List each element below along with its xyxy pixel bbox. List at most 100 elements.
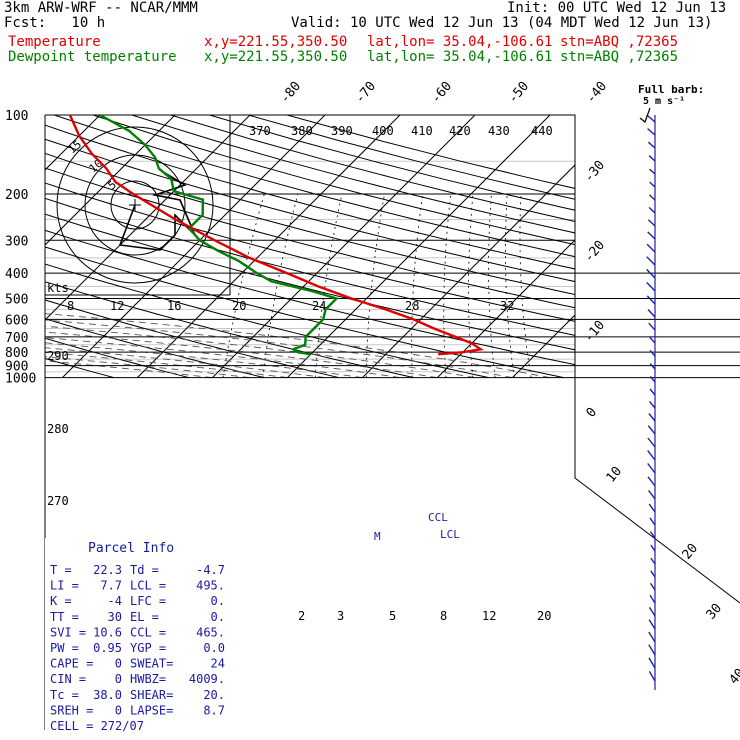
temperature-latlon: lat,lon= 35.04,-106.61 bbox=[367, 34, 553, 50]
theta-label: 430 bbox=[488, 124, 510, 138]
wind-barb bbox=[646, 295, 656, 305]
mixing-ratio-label: 20 bbox=[232, 299, 246, 313]
isotherm-label: -20 bbox=[582, 238, 609, 266]
theta-label: 420 bbox=[449, 124, 471, 138]
parcel-info-key: CCL = bbox=[130, 625, 166, 639]
wind-barb bbox=[646, 268, 656, 279]
pressure-tick-label: 300 bbox=[5, 234, 28, 249]
wind-barb bbox=[649, 594, 656, 604]
dry-adiabat bbox=[45, 115, 264, 379]
wind-barb bbox=[646, 256, 656, 266]
parcel-info-key: K = bbox=[50, 594, 72, 608]
wind-barb bbox=[649, 349, 656, 357]
barb-legend-icon bbox=[639, 107, 651, 123]
wind-barb bbox=[648, 657, 656, 669]
mixing-ratio-line bbox=[222, 193, 265, 378]
parcel-info-value: 30 bbox=[108, 610, 122, 624]
wind-barb bbox=[648, 619, 656, 630]
mixing-ratio-label: 8 bbox=[440, 609, 447, 623]
parcel-info-value: 22.3 bbox=[93, 563, 122, 577]
isotherm bbox=[587, 115, 740, 378]
parcel-info-row: CELL = 272/07 bbox=[50, 719, 144, 733]
forecast-hour: Fcst: 10 h bbox=[4, 15, 106, 31]
hodograph-ring-label: 5 bbox=[106, 178, 119, 192]
wind-barb bbox=[648, 607, 656, 617]
parcel-info-key: LAPSE= bbox=[130, 703, 173, 717]
dry-adiabat bbox=[131, 115, 740, 379]
isotherm-label: 10 bbox=[604, 464, 626, 486]
temperature-station: stn=ABQ ,72365 bbox=[560, 34, 679, 50]
dry-adiabat bbox=[45, 115, 114, 379]
theta-label: 270 bbox=[47, 494, 69, 508]
wind-barb bbox=[648, 489, 656, 500]
theta-label: 370 bbox=[249, 124, 271, 138]
wind-barb bbox=[647, 231, 656, 240]
hodograph-units-label: kts bbox=[47, 281, 69, 295]
wind-barb bbox=[649, 194, 656, 201]
parcel-info-value: 38.0 bbox=[93, 688, 122, 702]
dewpoint-station: stn=ABQ ,72365 bbox=[560, 49, 679, 65]
wind-barb bbox=[649, 517, 656, 526]
model-title: 3km ARW-WRF -- NCAR/MMM bbox=[4, 0, 198, 16]
isotherm bbox=[45, 115, 101, 378]
parcel-info-value: 20. bbox=[203, 688, 225, 702]
dewpoint-trace bbox=[99, 113, 339, 356]
dry-adiabat bbox=[45, 115, 740, 379]
parcel-info-key: LI = bbox=[50, 579, 79, 593]
parcel-info-value: 0 bbox=[115, 657, 122, 671]
wind-barb bbox=[648, 631, 656, 643]
isotherm bbox=[137, 115, 401, 378]
mixing-level-marker: M bbox=[374, 530, 381, 543]
isotherm bbox=[662, 115, 740, 378]
mixing-ratio-line bbox=[488, 194, 496, 378]
valid-time: Valid: 10 UTC Wed 12 Jun 13 (04 MDT Wed … bbox=[291, 15, 713, 31]
parcel-info-value: -4.7 bbox=[196, 563, 225, 577]
pressure-tick-label: 500 bbox=[5, 293, 28, 308]
mixing-ratio-label: 28 bbox=[405, 299, 419, 313]
wind-barb bbox=[646, 243, 656, 253]
mixing-ratio-label: 24 bbox=[312, 299, 326, 313]
theta-label: 280 bbox=[47, 422, 69, 436]
hodograph-ring-15 bbox=[56, 126, 214, 284]
wind-barb bbox=[646, 282, 656, 292]
wind-barb bbox=[649, 363, 656, 370]
moist-adiabat bbox=[45, 193, 550, 379]
parcel-info-panel: Parcel Info T = 22.3 Td = -4.7 LI = 7.7 LCL = 4… bbox=[45, 538, 230, 733]
parcel-info-value: 0. bbox=[211, 610, 225, 624]
parcel-info-key: SWEAT= bbox=[130, 657, 173, 671]
dry-adiabat bbox=[45, 115, 740, 379]
mixing-ratio-label: 3 bbox=[337, 609, 344, 623]
isotherm-label: -70 bbox=[353, 79, 380, 107]
pressure-tick-label: 900 bbox=[5, 360, 28, 375]
barb-legend-value: 5 m s⁻¹ bbox=[643, 96, 685, 107]
mixing-ratio-label: 5 bbox=[389, 609, 396, 623]
wind-barb bbox=[649, 531, 656, 539]
parcel-info-value: 0 bbox=[115, 703, 122, 717]
dry-adiabat bbox=[170, 115, 740, 379]
isotherm bbox=[512, 115, 740, 378]
mixing-ratio-line bbox=[314, 194, 343, 378]
mixing-ratio-label: 12 bbox=[482, 609, 496, 623]
mixing-ratio-label: 20 bbox=[537, 609, 551, 623]
parcel-info-value: 4009. bbox=[189, 672, 225, 686]
isotherm-label: 30 bbox=[704, 601, 726, 623]
wind-barb bbox=[646, 114, 656, 123]
parcel-info-value: 0. bbox=[211, 594, 225, 608]
mixing-ratio-label: 8 bbox=[67, 299, 74, 313]
wind-barb bbox=[647, 463, 656, 474]
parcel-info-key: Td = bbox=[130, 563, 159, 577]
parcel-info-key: LFC = bbox=[130, 594, 166, 608]
barb-legend-title: Full barb: bbox=[638, 83, 704, 96]
parcel-info-key: CAPE = bbox=[50, 657, 93, 671]
dewpoint-xy: x,y=221.55,350.50 bbox=[204, 49, 348, 65]
pressure-tick-label: 400 bbox=[5, 267, 28, 282]
mixing-ratio-line bbox=[262, 194, 299, 378]
theta-label: 290 bbox=[47, 349, 69, 363]
parcel-info-value: 495. bbox=[196, 579, 225, 593]
parcel-info-value: 0.0 bbox=[203, 641, 225, 655]
isotherm bbox=[62, 115, 326, 378]
moist-adiabat bbox=[45, 193, 363, 379]
wind-barb bbox=[648, 503, 656, 513]
dry-adiabat bbox=[45, 115, 414, 379]
wind-barb bbox=[648, 336, 656, 344]
